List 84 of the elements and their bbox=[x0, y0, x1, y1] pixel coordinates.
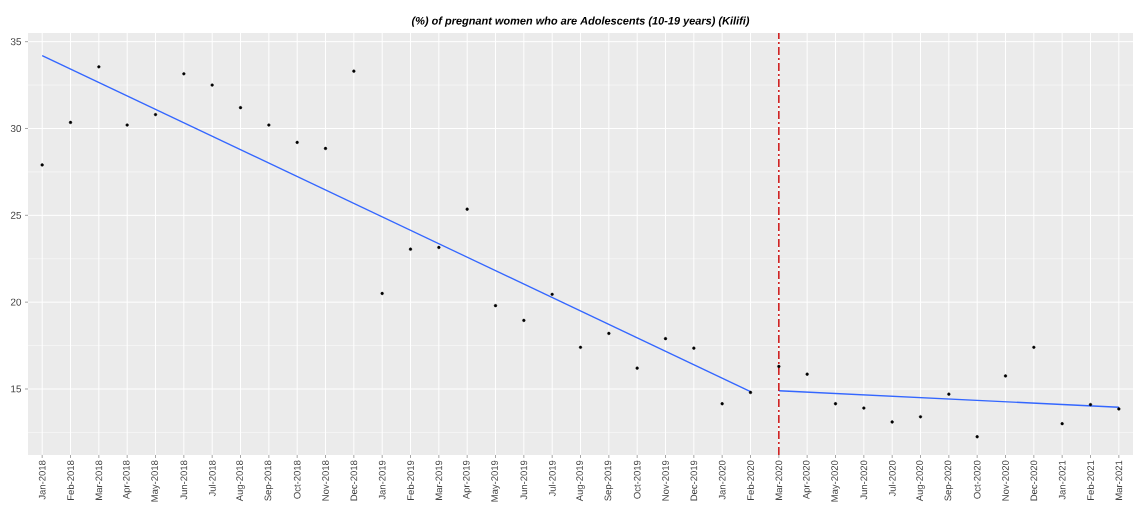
point bbox=[1117, 407, 1121, 411]
point bbox=[352, 69, 356, 73]
x-tick-label: Jul-2019 bbox=[548, 460, 556, 497]
x-tick-label: Dec-2020 bbox=[1030, 460, 1038, 501]
point bbox=[805, 372, 809, 376]
y-tick-label: 15 bbox=[11, 385, 22, 393]
point bbox=[68, 120, 73, 125]
point bbox=[635, 366, 639, 370]
y-tick-label: 25 bbox=[10, 211, 22, 219]
x-tick-label: Oct-2018 bbox=[293, 460, 301, 499]
x-tick-label: Aug-2018 bbox=[236, 460, 245, 502]
x-tick-label: Mar-2020 bbox=[775, 460, 783, 500]
x-tick-label: Aug-2020 bbox=[916, 460, 925, 502]
point bbox=[550, 292, 554, 296]
point bbox=[720, 402, 724, 406]
point bbox=[182, 72, 186, 76]
point bbox=[890, 420, 894, 424]
x-tick-label: Apr-2018 bbox=[122, 460, 132, 500]
point bbox=[40, 163, 44, 167]
chart-title: (%) of pregnant women who are Adolescents (10-19 years) (Kilifi) bbox=[411, 16, 750, 27]
x-tick-label: Jun-2020 bbox=[860, 460, 868, 500]
point bbox=[380, 291, 384, 296]
x-tick-label: Nov-2018 bbox=[322, 460, 329, 501]
x-tick-label: Aug-2019 bbox=[576, 460, 585, 502]
point bbox=[947, 392, 951, 396]
x-tick-label: Mar-2018 bbox=[95, 460, 103, 500]
x-tick-label: Jan-2020 bbox=[718, 460, 726, 500]
point bbox=[777, 364, 781, 369]
x-tick-label: Feb-2019 bbox=[407, 460, 414, 500]
x-tick-label: Jul-2020 bbox=[888, 460, 896, 497]
point bbox=[437, 245, 441, 250]
point bbox=[607, 331, 611, 336]
y-tick-label: 20 bbox=[10, 298, 22, 306]
x-tick-label: Sep-2018 bbox=[264, 460, 274, 501]
point bbox=[153, 113, 158, 117]
x-tick-label: May-2018 bbox=[151, 460, 160, 502]
y-tick-label: 35 bbox=[10, 38, 22, 46]
x-tick-label: Oct-2020 bbox=[973, 460, 981, 499]
point bbox=[493, 304, 498, 308]
point bbox=[1060, 422, 1064, 426]
point bbox=[748, 390, 753, 395]
point bbox=[295, 140, 299, 144]
point bbox=[692, 346, 696, 350]
point bbox=[663, 337, 668, 341]
point bbox=[323, 146, 328, 151]
point bbox=[238, 106, 243, 110]
x-tick-label: Oct-2019 bbox=[633, 460, 641, 499]
x-tick-label: Jan-2019 bbox=[378, 460, 386, 500]
x-tick-label: Dec-2018 bbox=[350, 460, 358, 501]
x-tick-label: May-2019 bbox=[491, 460, 500, 502]
x-tick-label: Feb-2021 bbox=[1087, 460, 1094, 500]
point bbox=[97, 65, 101, 69]
x-tick-label: May-2020 bbox=[831, 460, 840, 502]
x-tick-label: Mar-2019 bbox=[435, 460, 443, 500]
x-tick-label: Jun-2019 bbox=[520, 460, 528, 500]
x-tick-label: Mar-2021 bbox=[1115, 460, 1123, 500]
x-tick-label: Sep-2020 bbox=[944, 460, 954, 501]
x-tick-label: Nov-2020 bbox=[1002, 460, 1009, 501]
point bbox=[210, 83, 214, 87]
point bbox=[918, 415, 923, 419]
x-tick-label: Jul-2018 bbox=[208, 460, 216, 497]
x-tick-label: Feb-2020 bbox=[747, 460, 754, 500]
y-tick-label: 30 bbox=[10, 124, 22, 133]
x-tick-label: Apr-2020 bbox=[802, 460, 812, 500]
x-tick-label: Nov-2019 bbox=[662, 460, 669, 501]
point bbox=[975, 435, 979, 439]
point bbox=[465, 207, 469, 211]
point bbox=[833, 402, 838, 406]
point bbox=[1003, 374, 1008, 378]
x-tick-label: Jan-2021 bbox=[1058, 460, 1066, 500]
x-tick-label: Dec-2019 bbox=[690, 460, 698, 501]
point bbox=[1032, 345, 1036, 349]
x-tick-label: Jan-2018 bbox=[38, 460, 46, 500]
x-tick-label: Apr-2019 bbox=[462, 460, 472, 500]
point bbox=[862, 406, 866, 410]
point bbox=[578, 345, 583, 349]
x-tick-label: Feb-2018 bbox=[67, 460, 74, 500]
point bbox=[1088, 403, 1093, 407]
x-tick-label: Jun-2018 bbox=[180, 460, 188, 500]
x-tick-label: Sep-2019 bbox=[604, 460, 614, 501]
point bbox=[267, 123, 271, 127]
point bbox=[408, 247, 413, 251]
point bbox=[522, 318, 526, 322]
point bbox=[125, 123, 129, 127]
